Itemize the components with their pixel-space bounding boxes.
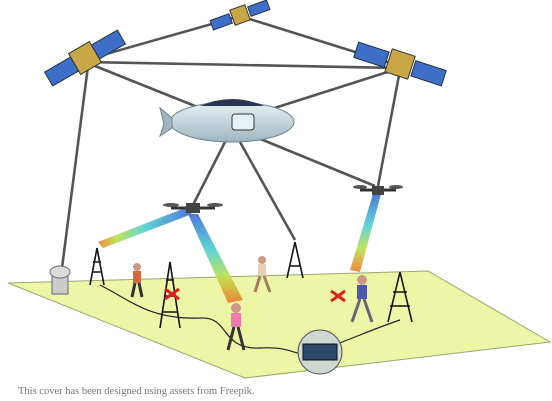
towers [89,241,413,329]
blocked-marks [164,287,346,303]
people [130,256,374,351]
ground-station [49,265,71,295]
drone [163,203,223,213]
drone [353,185,403,195]
satellite [43,29,127,87]
path [99,284,401,355]
satellite [353,41,447,87]
caption: This cover has been designed using asset… [18,386,255,397]
network-links [60,14,402,269]
base-station-hub [297,329,343,375]
beams [98,194,381,303]
airship [159,99,295,143]
ground-plane [7,270,552,379]
satellite [209,0,271,31]
